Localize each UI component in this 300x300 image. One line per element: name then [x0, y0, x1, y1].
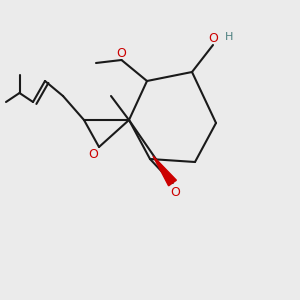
Text: O: O — [117, 47, 126, 60]
Text: O: O — [208, 32, 218, 46]
Text: O: O — [88, 148, 98, 161]
Text: O: O — [171, 185, 180, 199]
Polygon shape — [153, 156, 176, 186]
Text: H: H — [225, 32, 234, 43]
